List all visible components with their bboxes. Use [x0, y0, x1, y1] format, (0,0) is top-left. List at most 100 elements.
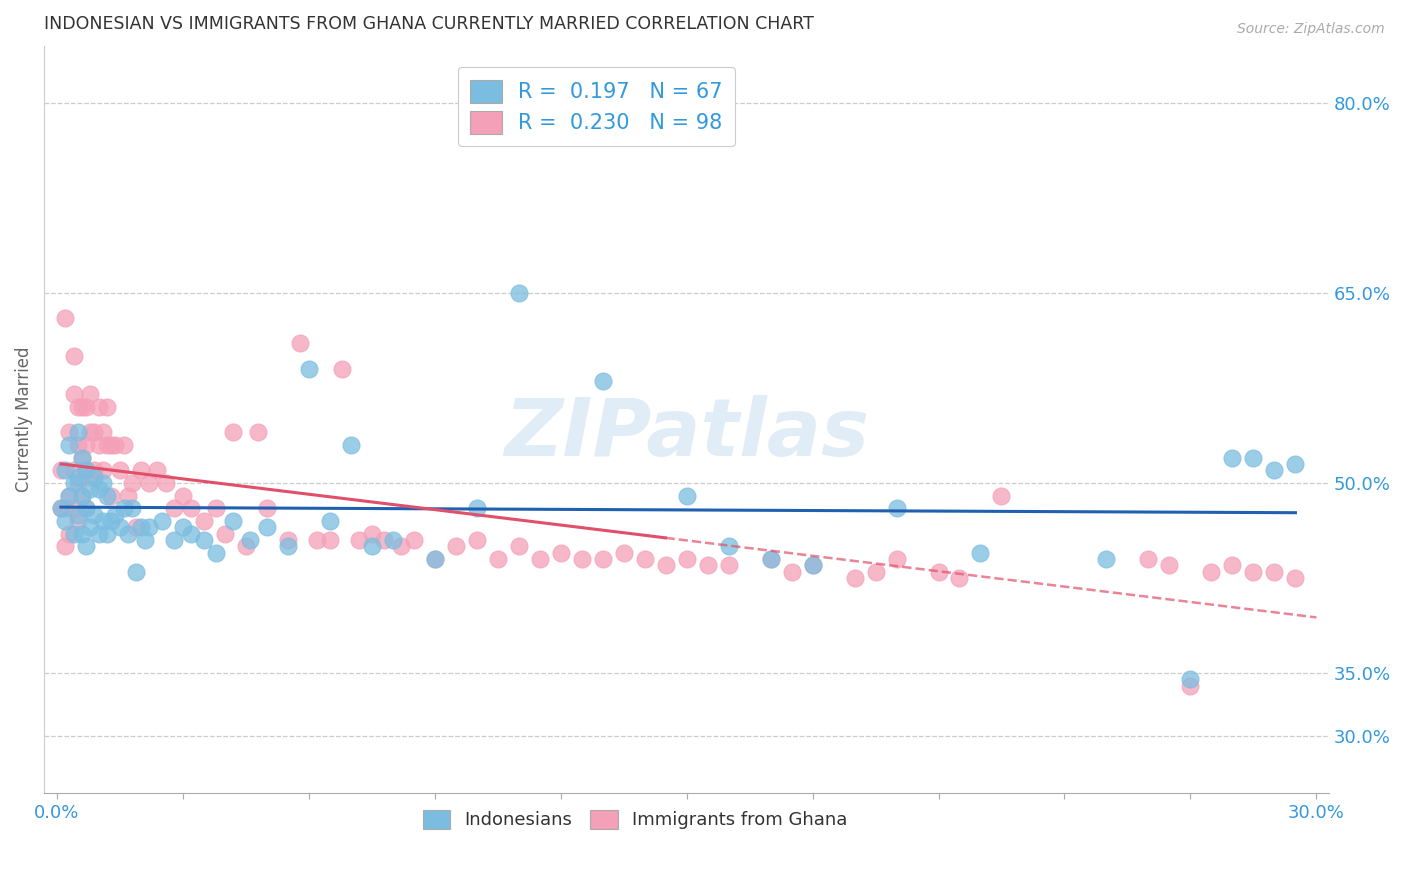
Point — [247, 425, 270, 440]
Point — [318, 514, 340, 528]
Point — [66, 514, 89, 528]
Point — [990, 489, 1012, 503]
Point — [53, 539, 76, 553]
Point — [62, 526, 84, 541]
Point — [1284, 457, 1306, 471]
Point — [79, 387, 101, 401]
Point — [402, 533, 425, 547]
Point — [79, 520, 101, 534]
Point — [129, 520, 152, 534]
Point — [117, 489, 139, 503]
Point — [163, 501, 186, 516]
Point — [79, 469, 101, 483]
Point — [83, 425, 105, 440]
Point — [423, 552, 446, 566]
Point — [121, 501, 143, 516]
Point — [70, 526, 93, 541]
Point — [87, 400, 110, 414]
Point — [138, 520, 160, 534]
Point — [305, 533, 328, 547]
Point — [696, 558, 718, 573]
Point — [180, 501, 202, 516]
Point — [150, 514, 173, 528]
Point — [75, 463, 97, 477]
Point — [83, 463, 105, 477]
Point — [79, 482, 101, 496]
Point — [96, 438, 118, 452]
Point — [780, 565, 803, 579]
Point — [62, 501, 84, 516]
Point — [759, 552, 782, 566]
Point — [100, 489, 122, 503]
Point — [104, 508, 127, 522]
Point — [613, 545, 636, 559]
Point — [465, 533, 488, 547]
Point — [927, 565, 949, 579]
Point — [256, 501, 278, 516]
Point — [58, 489, 80, 503]
Point — [100, 438, 122, 452]
Text: Source: ZipAtlas.com: Source: ZipAtlas.com — [1237, 22, 1385, 37]
Point — [717, 558, 740, 573]
Point — [62, 475, 84, 490]
Point — [53, 463, 76, 477]
Point — [58, 425, 80, 440]
Point — [675, 552, 697, 566]
Point — [66, 425, 89, 440]
Point — [138, 475, 160, 490]
Point — [222, 514, 245, 528]
Point — [146, 463, 169, 477]
Point — [70, 489, 93, 503]
Point — [1180, 673, 1202, 687]
Point — [444, 539, 467, 553]
Point — [339, 438, 361, 452]
Point — [592, 375, 614, 389]
Point — [70, 400, 93, 414]
Point — [193, 514, 215, 528]
Point — [75, 501, 97, 516]
Point — [58, 489, 80, 503]
Point — [347, 533, 370, 547]
Point — [318, 533, 340, 547]
Point — [290, 336, 312, 351]
Point — [1263, 565, 1285, 579]
Point — [239, 533, 262, 547]
Point — [172, 489, 194, 503]
Point — [108, 463, 131, 477]
Point — [87, 438, 110, 452]
Point — [1222, 450, 1244, 465]
Point — [508, 539, 530, 553]
Point — [91, 463, 114, 477]
Point — [759, 552, 782, 566]
Point — [75, 501, 97, 516]
Point — [75, 438, 97, 452]
Point — [117, 526, 139, 541]
Point — [66, 469, 89, 483]
Point — [96, 489, 118, 503]
Point — [66, 438, 89, 452]
Point — [112, 438, 135, 452]
Point — [163, 533, 186, 547]
Text: ZIPatlas: ZIPatlas — [505, 395, 869, 474]
Point — [423, 552, 446, 566]
Point — [75, 400, 97, 414]
Point — [381, 533, 404, 547]
Point — [70, 450, 93, 465]
Point — [125, 520, 148, 534]
Point — [550, 545, 572, 559]
Point — [180, 526, 202, 541]
Point — [277, 539, 299, 553]
Point — [125, 565, 148, 579]
Point — [256, 520, 278, 534]
Point — [465, 501, 488, 516]
Point — [675, 489, 697, 503]
Point — [948, 571, 970, 585]
Point — [66, 475, 89, 490]
Point — [49, 501, 72, 516]
Point — [205, 545, 228, 559]
Text: INDONESIAN VS IMMIGRANTS FROM GHANA CURRENTLY MARRIED CORRELATION CHART: INDONESIAN VS IMMIGRANTS FROM GHANA CURR… — [44, 15, 814, 33]
Point — [62, 349, 84, 363]
Point — [104, 438, 127, 452]
Point — [70, 450, 93, 465]
Point — [330, 361, 353, 376]
